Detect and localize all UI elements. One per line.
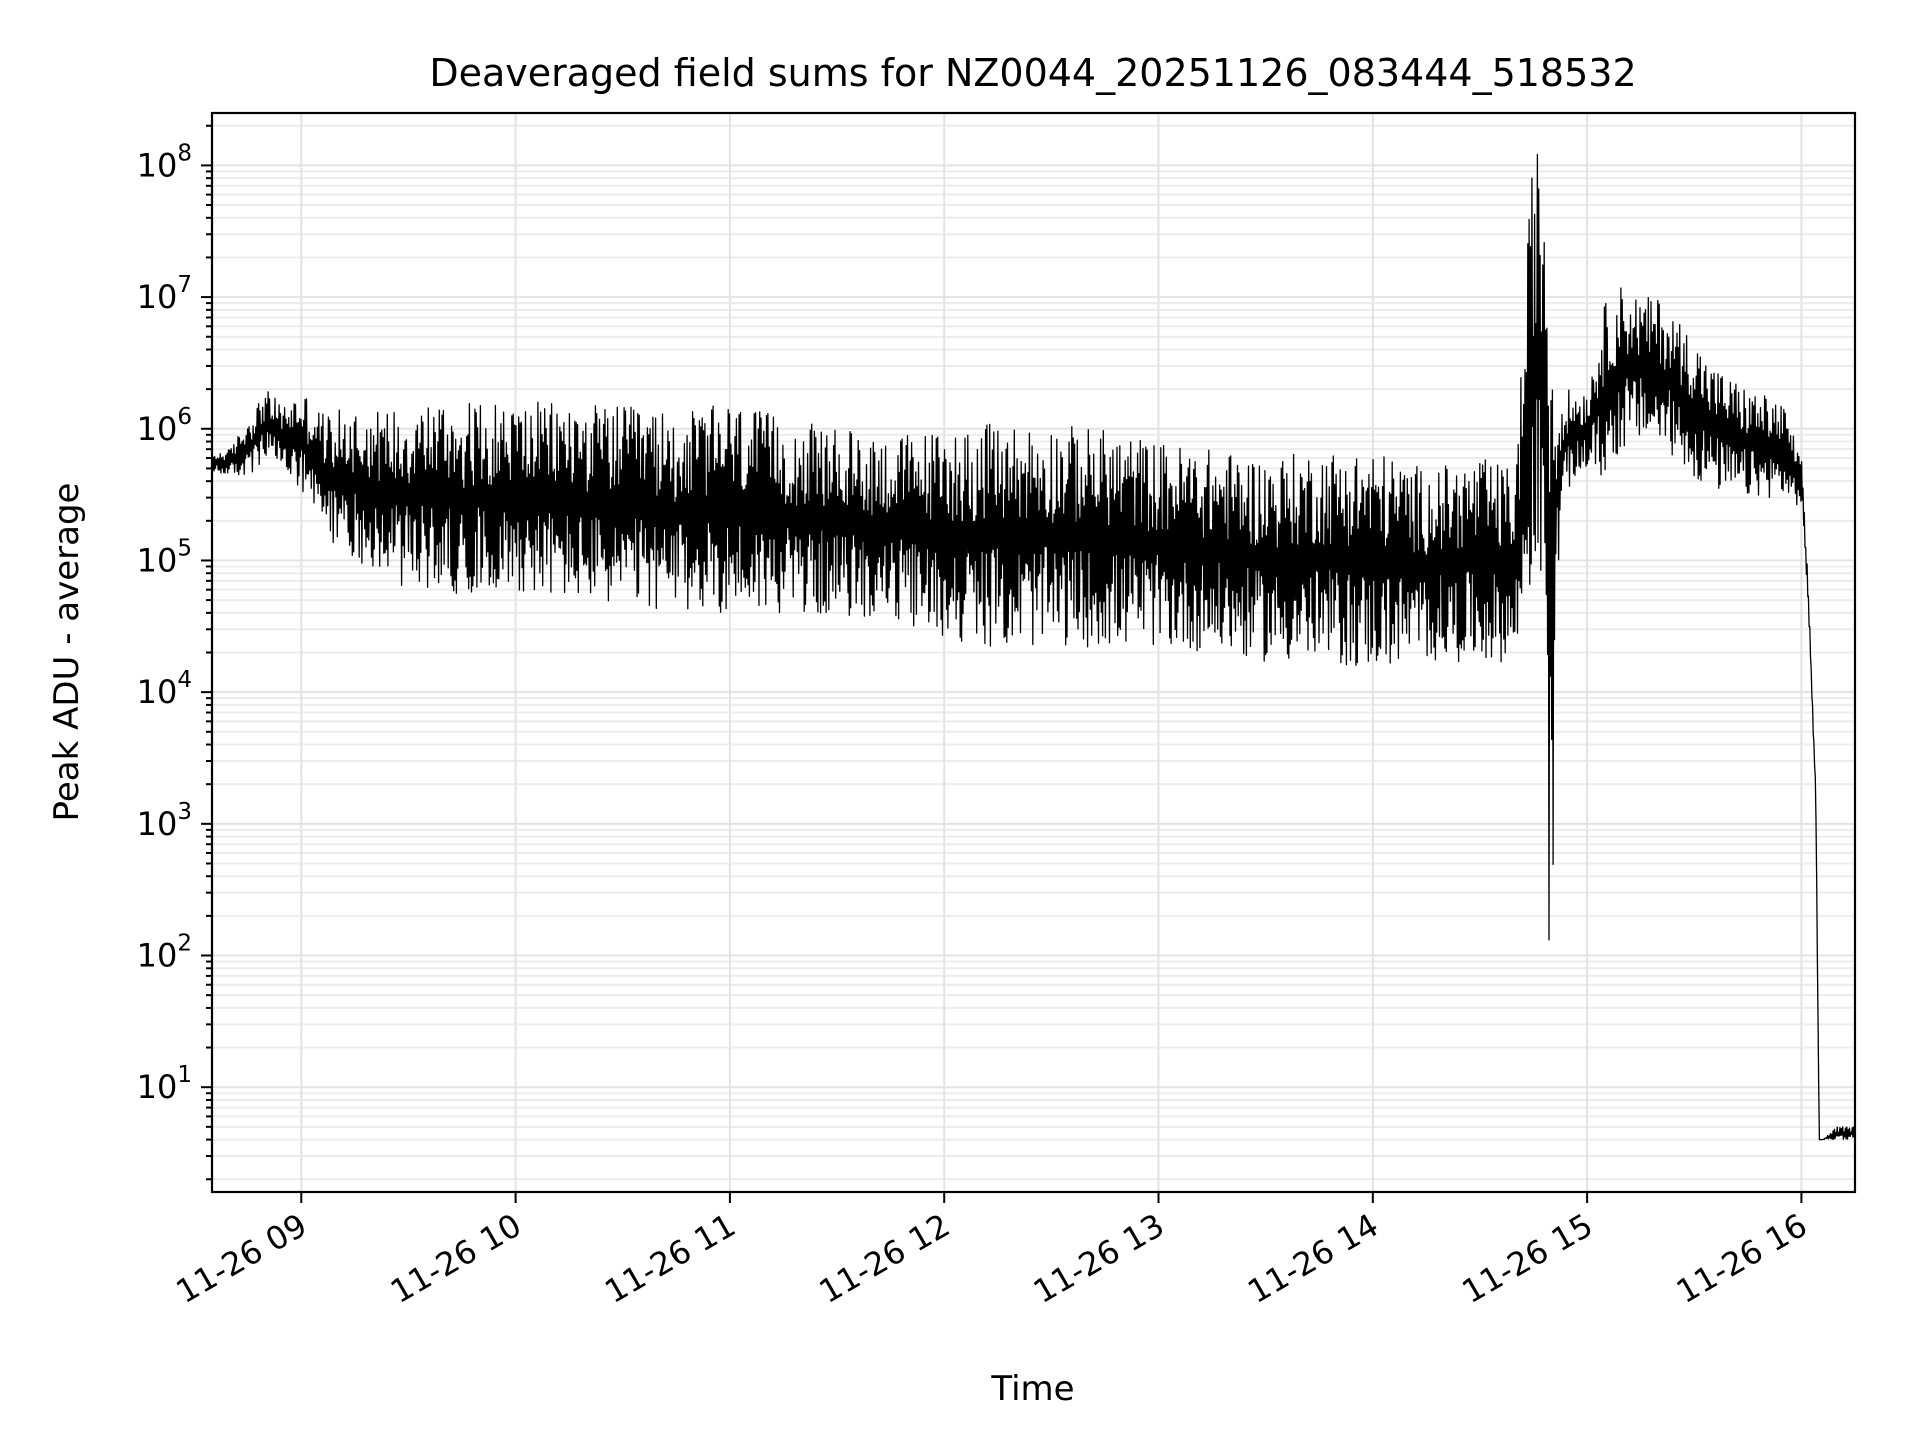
x-tick-label: 11-26 09 (170, 1206, 314, 1311)
y-tick-label: 104 (137, 667, 192, 711)
y-tick-label: 106 (137, 404, 192, 448)
y-tick-labels: 101 102 103 104 105 106 107 108 (137, 140, 192, 1106)
data-series (211, 153, 1856, 1141)
x-tick-label: 11-26 12 (813, 1206, 957, 1311)
y-tick-label: 105 (137, 535, 192, 579)
x-tick-label: 11-26 10 (384, 1206, 528, 1311)
x-tick-label: 11-26 16 (1670, 1206, 1814, 1311)
x-tick-label: 11-26 11 (598, 1206, 742, 1311)
series-line (211, 153, 1856, 1141)
x-tick-labels: 11-26 09 11-26 10 11-26 11 11-26 12 11-26 13… (170, 1206, 1814, 1311)
y-tick-label: 103 (137, 799, 192, 843)
y-axis-label: Peak ADU - average (47, 483, 87, 822)
chart-title: Deaveraged field sums for NZ0044_2025112… (429, 51, 1636, 95)
x-axis-label: Time (990, 1369, 1074, 1409)
x-tick-label: 11-26 15 (1456, 1206, 1600, 1311)
axis-ticks (201, 124, 1803, 1203)
y-tick-label: 107 (137, 272, 192, 316)
grid-lines (212, 113, 1855, 1192)
x-tick-label: 11-26 14 (1241, 1206, 1385, 1311)
x-tick-label: 11-26 13 (1027, 1206, 1171, 1311)
y-tick-label: 102 (137, 931, 192, 975)
y-tick-label: 101 (137, 1062, 192, 1106)
y-tick-label: 108 (137, 140, 192, 184)
